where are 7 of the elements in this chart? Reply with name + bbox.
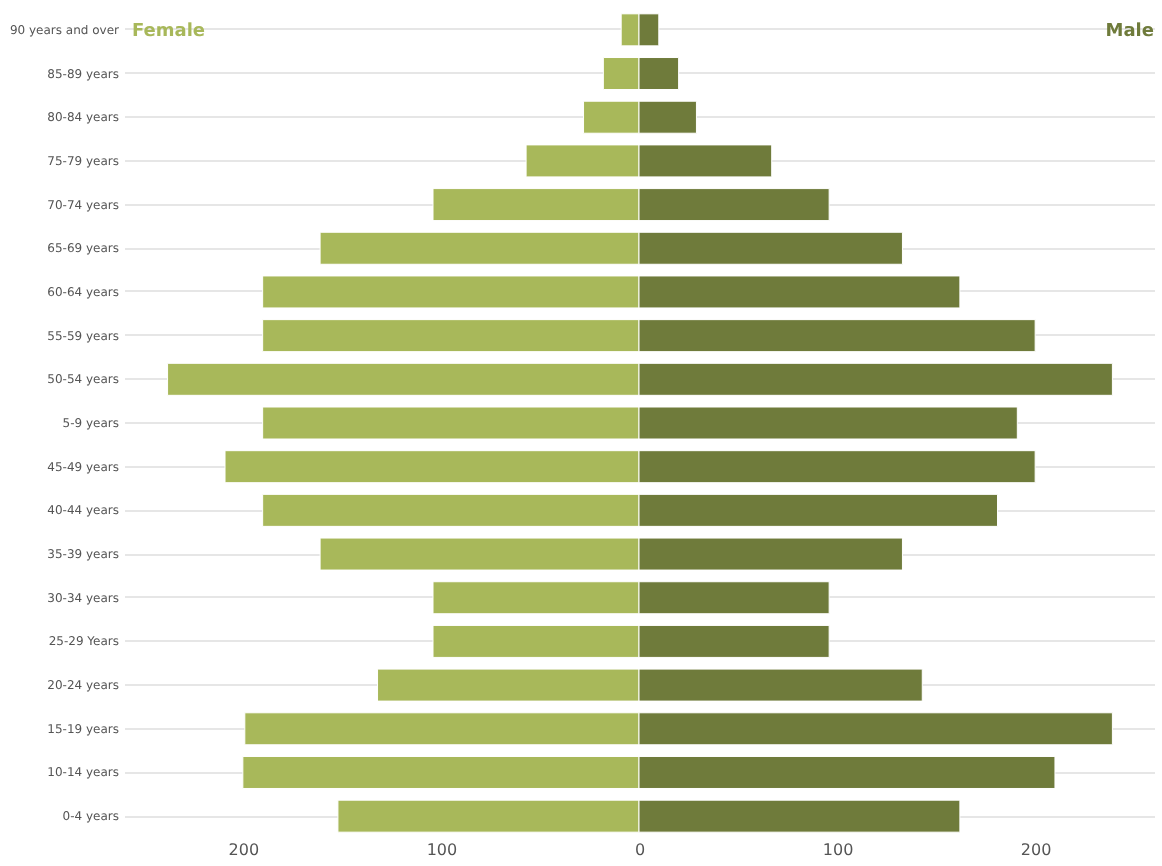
text: Female: [132, 21, 206, 42]
x-tick-label: 200: [1020, 841, 1052, 859]
x-tick-label: 200: [228, 841, 260, 859]
text: Male: [1105, 21, 1154, 42]
x-tick-label: 100: [822, 841, 854, 859]
x-tick-label: 100: [426, 841, 458, 859]
x-tick-label: 0: [634, 841, 646, 859]
